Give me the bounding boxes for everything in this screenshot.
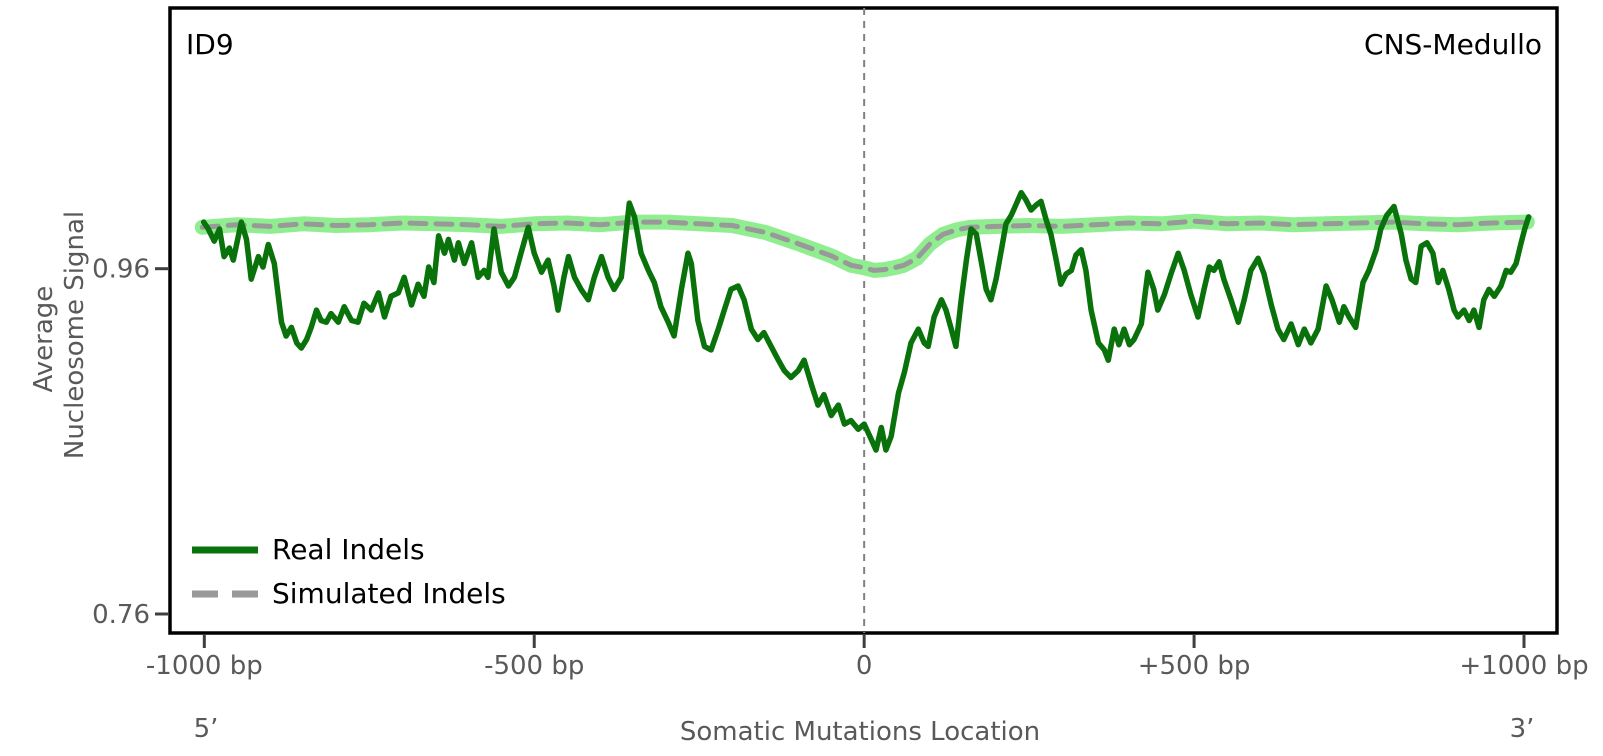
panel-id-label: ID9 xyxy=(186,28,234,61)
x-tick-label: -500 bp xyxy=(484,651,584,681)
legend-simulated-indels-label: Simulated Indels xyxy=(272,577,506,610)
y-axis-title-line2: Nucleosome Signal xyxy=(60,211,90,459)
real-indels-line xyxy=(200,189,1532,453)
three-prime-label: 3’ xyxy=(1510,714,1535,744)
legend-real-indels-label: Real Indels xyxy=(272,533,425,566)
cohort-label: CNS-Medullo xyxy=(1364,28,1542,61)
y-tick-label: 0.96 xyxy=(92,255,150,285)
x-tick-label: +500 bp xyxy=(1138,651,1251,681)
simulated-indels-line xyxy=(199,218,1530,273)
legend: Real Indels Simulated Indels xyxy=(192,533,506,610)
y-tick-label: 0.76 xyxy=(92,600,150,630)
x-tick-label: +1000 bp xyxy=(1459,651,1588,681)
x-tick-label: -1000 bp xyxy=(146,651,263,681)
five-prime-label: 5’ xyxy=(194,714,219,744)
y-axis-title: Average Nucleosome Signal xyxy=(29,211,90,459)
x-axis-title: Somatic Mutations Location xyxy=(680,717,1040,747)
x-tick-label: 0 xyxy=(856,651,873,681)
y-axis-title-line1: Average xyxy=(29,286,59,393)
x-axis-ticks: -1000 bp -500 bp 0 +500 bp +1000 bp xyxy=(146,634,1589,681)
y-axis-ticks: 0.96 0.76 xyxy=(92,255,169,630)
